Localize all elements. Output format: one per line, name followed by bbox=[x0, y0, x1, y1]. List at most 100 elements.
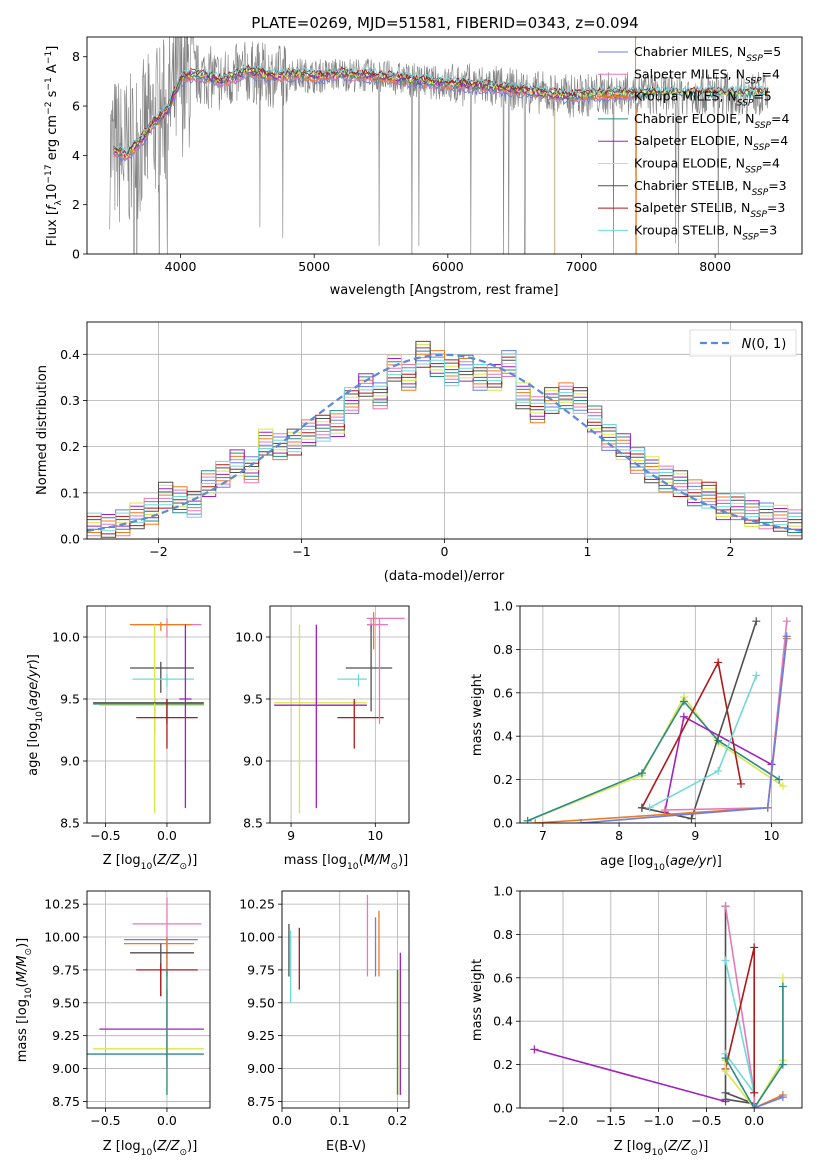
x-tick-label: 1 bbox=[584, 544, 592, 559]
label-part: 10 bbox=[652, 1148, 664, 1158]
weight-marker-kroupa_elodie bbox=[778, 782, 787, 791]
weight-line-kroupa_stelib bbox=[724, 960, 755, 1094]
x-tick-label: 0.2 bbox=[388, 1113, 408, 1128]
label-part: −1 bbox=[44, 51, 54, 64]
x-tick-label: 9 bbox=[691, 828, 699, 843]
legend-label-kroupa_stelib: Kroupa STELIB, NSSP=3 bbox=[634, 222, 777, 242]
y-tick-label: 10.25 bbox=[239, 897, 275, 912]
legend-value: =3 bbox=[759, 222, 777, 237]
x-tick-label: 0.1 bbox=[330, 1113, 350, 1128]
y-tick-label: 8.75 bbox=[247, 1094, 275, 1109]
x-axis-label: mass [log10(M/M⊙)] bbox=[284, 853, 408, 872]
figure-title: PLATE=0269, MJD=51581, FIBERID=0343, z=0… bbox=[251, 14, 638, 32]
legend-value: =4 bbox=[771, 111, 789, 126]
x-tick-label: 9 bbox=[287, 828, 295, 843]
y-tick-label: 9.5 bbox=[243, 692, 263, 707]
axes-frame bbox=[269, 605, 410, 824]
weight-z-axes: −2.0 −1.5 −1.0 −0.5 0.0 0.0 0.2 0.4 0.6 0.8 1.0 Z [… bbox=[470, 884, 803, 1158]
legend-label-salpeter_miles: Salpeter MILES, NSSP=4 bbox=[634, 66, 780, 86]
mass-z-axes-plot bbox=[87, 897, 204, 1095]
legend-text: Salpeter ELODIE, N bbox=[634, 133, 753, 148]
weight-marker-chabrier_stelib bbox=[752, 617, 761, 626]
x-tick-label: 0.0 bbox=[744, 1113, 764, 1128]
weight-marker-salpeter_stelib bbox=[737, 779, 746, 788]
label-part: (0, 1) bbox=[751, 337, 786, 352]
label-part: −2 bbox=[44, 102, 54, 115]
label-part: )] bbox=[187, 1139, 197, 1154]
label-part: A bbox=[45, 64, 60, 77]
y-axis-label: mass weight bbox=[470, 674, 485, 756]
y-tick-label: 0.3 bbox=[60, 393, 80, 408]
label-part: Z/Z bbox=[156, 1139, 180, 1154]
mass-ebv-axes-plot bbox=[288, 894, 401, 1095]
label-part: ⊙ bbox=[180, 862, 188, 872]
legend-text: Chabrier ELODIE, N bbox=[634, 111, 754, 126]
legend-label-kroupa_elodie: Kroupa ELODIE, NSSP=4 bbox=[634, 156, 780, 176]
weight-marker-chabrier_elodie bbox=[679, 697, 688, 706]
residual-axes-plot bbox=[87, 340, 802, 539]
legend-value: =5 bbox=[753, 89, 771, 104]
legend-text: Salpeter MILES, N bbox=[634, 66, 745, 81]
y-tick-label: 9.0 bbox=[243, 754, 263, 769]
x-tick-label: 2 bbox=[727, 544, 735, 559]
x-tick-label: −2.0 bbox=[548, 1113, 578, 1128]
x-axis-label: Z [log10(Z/Z⊙)] bbox=[614, 1139, 709, 1158]
y-axis-label: mass weight bbox=[470, 959, 485, 1041]
label-part: ⊙ bbox=[390, 862, 398, 872]
label-part: age [ bbox=[600, 854, 633, 869]
weight-line-chabrier_elodie bbox=[724, 986, 784, 1108]
y-tick-label: 0.8 bbox=[493, 642, 513, 657]
weight-marker-salpeter_stelib bbox=[750, 1088, 759, 1097]
x-axis-label: Z [log10(Z/Z⊙)] bbox=[103, 853, 198, 872]
weight-line-salpeter_elodie bbox=[534, 1048, 726, 1103]
legend-text: Kroupa STELIB, N bbox=[634, 222, 742, 237]
y-axis-label: Flux [fλ10−17 erg cm−2 s−1 A−1] bbox=[44, 46, 64, 247]
age-mass-axes-plot bbox=[274, 612, 405, 814]
legend-sub: SSP bbox=[742, 232, 759, 242]
label-part: ( bbox=[152, 853, 157, 868]
weight-line-kroupa_miles bbox=[535, 638, 788, 823]
label-part: )] bbox=[398, 853, 408, 868]
weight-marker-chabrier_miles bbox=[750, 1104, 759, 1108]
y-tick-label: 9.25 bbox=[52, 1028, 80, 1043]
x-axis-label: age [log10(age/yr)] bbox=[600, 854, 722, 873]
y-tick-label: 10.25 bbox=[44, 897, 80, 912]
weight-age-axes-plot bbox=[523, 617, 791, 823]
legend-value: =4 bbox=[762, 156, 780, 171]
residual-legend: N(0, 1) bbox=[689, 329, 797, 357]
label-part: ⊙ bbox=[180, 1148, 188, 1158]
y-tick-label: 0.2 bbox=[60, 439, 80, 454]
y-tick-label: 9.75 bbox=[247, 962, 275, 977]
legend-text: Chabrier STELIB, N bbox=[634, 178, 752, 193]
y-tick-label: 0.2 bbox=[493, 1057, 513, 1072]
label-part: ⊙ bbox=[691, 1148, 699, 1158]
x-tick-label: −1.5 bbox=[596, 1113, 626, 1128]
y-tick-label: 9.0 bbox=[60, 754, 80, 769]
x-tick-label: 0 bbox=[441, 544, 449, 559]
weight-line-kroupa_stelib bbox=[649, 675, 758, 809]
y-tick-label: 8.5 bbox=[243, 816, 263, 831]
label-part: log bbox=[634, 854, 654, 869]
y-tick-label: 6 bbox=[72, 99, 80, 114]
x-tick-label: −1.0 bbox=[643, 1113, 673, 1128]
weight-line-kroupa_elodie bbox=[527, 695, 784, 822]
age-z-axes: −0.5 0.08.59.09.510.0Z [log10(Z/Z⊙)]age [… bbox=[26, 605, 211, 872]
label-part: 10 bbox=[653, 863, 665, 873]
legend-sub: SSP bbox=[753, 143, 770, 153]
label-part: erg cm bbox=[45, 115, 60, 164]
x-axis-label: E(B-V) bbox=[326, 1139, 366, 1154]
weight-marker-salpeter_stelib bbox=[750, 943, 759, 952]
axes-frame bbox=[86, 36, 803, 255]
legend-label-kroupa_miles: Kroupa MILES, NSSP=5 bbox=[634, 89, 772, 109]
weight-marker-chabrier_elodie bbox=[778, 982, 787, 991]
y-axis-label: Normed distribution bbox=[35, 365, 50, 495]
label-part: log bbox=[26, 723, 41, 743]
y-tick-label: 0.6 bbox=[493, 685, 513, 700]
label-part: 10 bbox=[347, 862, 359, 872]
weight-marker-salpeter_elodie bbox=[530, 1045, 539, 1054]
y-tick-label: 0.4 bbox=[493, 729, 513, 744]
y-tick-label: 0 bbox=[72, 247, 80, 262]
weight-line-chabrier_miles bbox=[580, 636, 788, 823]
